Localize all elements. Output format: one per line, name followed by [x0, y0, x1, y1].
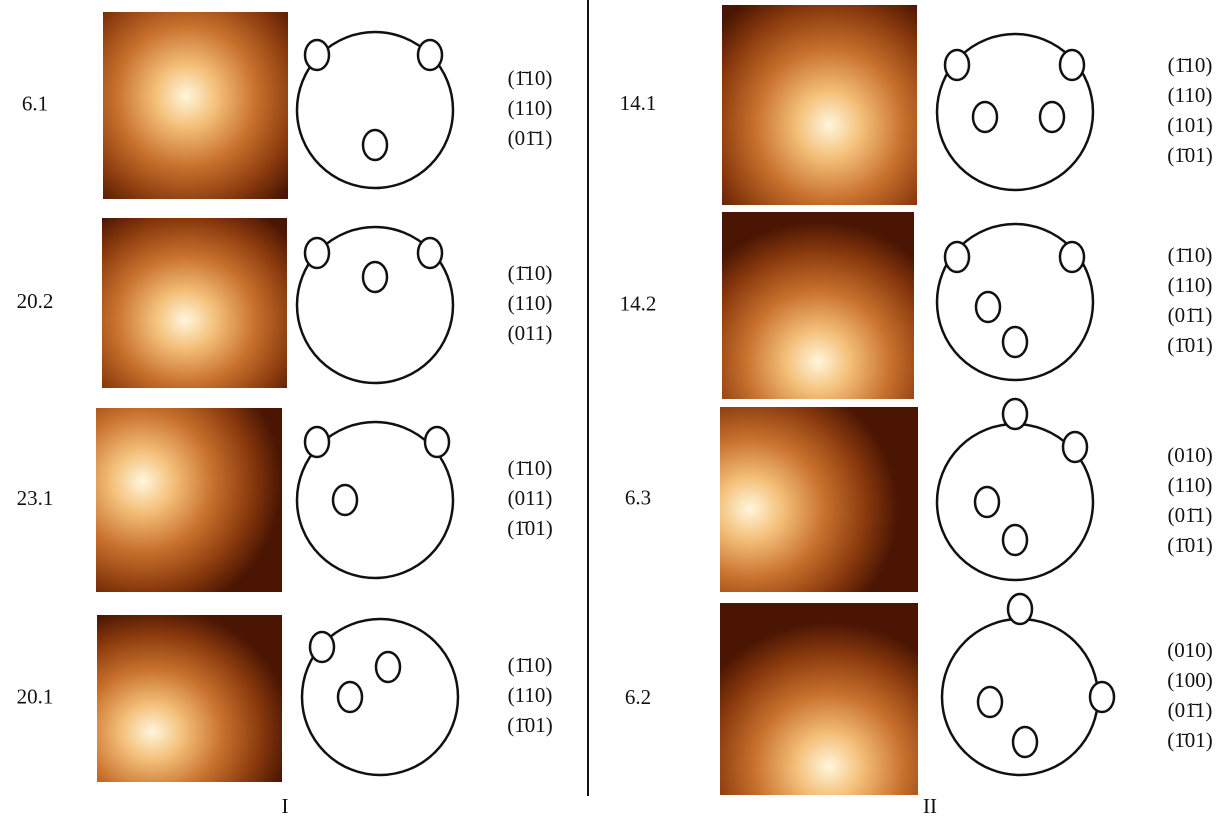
plane-index: (1̄10): [508, 653, 553, 677]
sample-label: 14.2: [620, 291, 657, 315]
plane-index: (1̄01): [1167, 533, 1213, 557]
afm-image: [720, 407, 918, 592]
plane-index: (100): [1167, 668, 1213, 692]
plane-index: (110): [508, 291, 553, 315]
sample-label: 23.1: [17, 486, 54, 510]
plane-index: (1̄01): [1167, 333, 1213, 357]
afm-image: [102, 218, 287, 388]
pole-marker: [418, 40, 442, 70]
pole-marker: [310, 632, 334, 662]
pole-marker: [363, 262, 387, 292]
sample-label: 6.1: [22, 91, 48, 115]
plane-index: (010): [1167, 638, 1213, 662]
plane-index: (011): [508, 486, 553, 510]
pole-marker: [1063, 432, 1087, 462]
plane-index: (011): [508, 321, 553, 345]
plane-index: (1̄10): [508, 456, 553, 480]
plane-index: (110): [508, 96, 553, 120]
pole-marker: [376, 652, 400, 682]
figure: I 6.1 (1̄10) (110) (01̄1) 20.2 (1̄10) (110) (011…: [0, 0, 1230, 820]
pole-marker: [1013, 727, 1037, 757]
pole-marker: [425, 427, 449, 457]
pole-marker: [305, 427, 329, 457]
afm-image: [722, 5, 917, 205]
plane-index: (110): [1168, 273, 1213, 297]
plane-index: (110): [1168, 83, 1213, 107]
pole-marker: [976, 292, 1000, 322]
plane-index: (1̄10): [508, 261, 553, 285]
pole-marker: [338, 682, 362, 712]
panel-label: II: [923, 794, 937, 818]
pole-marker: [1060, 50, 1084, 80]
pole-marker: [945, 50, 969, 80]
sample-label: 6.2: [625, 685, 651, 709]
pole-marker: [1003, 399, 1027, 429]
sample-label: 20.1: [17, 684, 54, 708]
plane-index: (1̄01): [1167, 728, 1213, 752]
plane-index: (01̄1): [1168, 303, 1213, 327]
afm-image: [720, 603, 918, 795]
plane-index: (1̄01): [507, 713, 553, 737]
pole-marker: [1008, 594, 1032, 624]
plane-index: (1̄10): [1168, 243, 1213, 267]
plane-index: (1̄01): [1167, 143, 1213, 167]
plane-index: (01̄1): [1168, 698, 1213, 722]
pole-marker: [1003, 525, 1027, 555]
pole-marker: [363, 130, 387, 160]
afm-image: [722, 212, 914, 399]
plane-index: (01̄1): [1168, 503, 1213, 527]
plane-index: (110): [508, 683, 553, 707]
panel-label: I: [282, 794, 289, 818]
sample-label: 20.2: [17, 289, 54, 313]
plane-index: (110): [1168, 473, 1213, 497]
pole-marker: [333, 485, 357, 515]
pole-marker: [1060, 242, 1084, 272]
pole-marker: [305, 238, 329, 268]
pole-marker: [1040, 102, 1064, 132]
plane-index: (101): [1167, 113, 1213, 137]
pole-marker: [1090, 682, 1114, 712]
pole-marker: [1003, 327, 1027, 357]
plane-index: (1̄01): [507, 516, 553, 540]
afm-image: [97, 615, 282, 782]
sample-label: 6.3: [625, 485, 651, 509]
pole-marker: [975, 487, 999, 517]
plane-index: (01̄1): [508, 126, 553, 150]
pole-marker: [945, 242, 969, 272]
pole-marker: [973, 102, 997, 132]
plane-index: (1̄10): [508, 66, 553, 90]
plane-index: (010): [1167, 443, 1213, 467]
sample-label: 14.1: [620, 91, 657, 115]
afm-image: [103, 12, 288, 199]
pole-marker: [418, 238, 442, 268]
afm-image: [96, 408, 282, 592]
pole-marker: [305, 40, 329, 70]
pole-marker: [978, 687, 1002, 717]
plane-index: (1̄10): [1168, 53, 1213, 77]
